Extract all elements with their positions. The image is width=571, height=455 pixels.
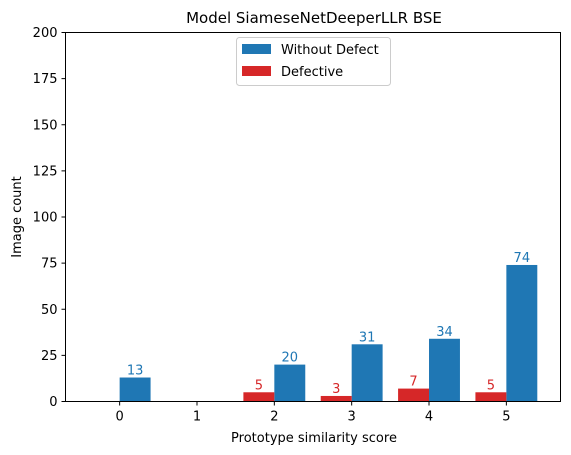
bar-defective-4	[398, 388, 430, 402]
chart-title: Model SiameseNetDeeperLLR BSE	[186, 9, 442, 27]
x-tick-label: 0	[116, 410, 124, 425]
x-tick-label: 2	[270, 410, 278, 425]
y-tick-label: 25	[41, 349, 58, 364]
y-axis: 0 25 50 75 100 125 150 175 200	[33, 26, 66, 410]
x-tick-label: 3	[348, 410, 356, 425]
data-label-defective-3: 3	[332, 382, 340, 397]
y-tick-label: 150	[33, 118, 58, 133]
bar-without-defect-2	[274, 364, 306, 402]
data-label-defective-4: 7	[409, 375, 417, 390]
legend-box	[236, 37, 391, 86]
data-label-without-defect-0: 13	[127, 364, 144, 379]
y-tick-label: 125	[33, 164, 58, 179]
y-axis-label: Image count	[10, 176, 25, 258]
legend-label-without-defect: Without Defect	[281, 43, 379, 58]
y-tick-label: 100	[33, 211, 58, 226]
data-labels-layer: 13 20 31 34 74 5 3 7 5	[127, 251, 530, 397]
x-tick-label: 5	[502, 410, 510, 425]
y-tick-label: 0	[49, 395, 57, 410]
x-axis-label: Prototype similarity score	[231, 431, 397, 446]
bar-without-defect-5	[506, 264, 538, 402]
bars-layer	[119, 264, 538, 402]
bar-without-defect-4	[429, 338, 460, 402]
x-tick-label: 4	[425, 410, 433, 425]
data-label-without-defect-2: 20	[282, 351, 299, 366]
plot-frame	[65, 32, 561, 402]
data-label-without-defect-4: 34	[436, 325, 453, 340]
x-tick-label: 1	[193, 410, 201, 425]
data-label-defective-5: 5	[487, 378, 495, 393]
y-tick-label: 175	[33, 72, 58, 87]
y-tick-label: 50	[41, 303, 58, 318]
bar-defective-5	[475, 392, 507, 402]
bar-defective-3	[320, 395, 352, 402]
data-label-defective-2: 5	[255, 378, 263, 393]
bar-without-defect-3	[351, 344, 383, 402]
legend: Without Defect Defective	[236, 37, 391, 86]
legend-swatch-defective	[242, 66, 271, 76]
legend-label-defective: Defective	[281, 65, 343, 80]
data-label-without-defect-5: 74	[514, 251, 531, 266]
data-label-without-defect-3: 31	[359, 330, 376, 345]
bar-without-defect-0	[119, 377, 151, 402]
legend-swatch-without-defect	[242, 44, 271, 54]
y-tick-label: 200	[33, 26, 58, 41]
y-tick-label: 75	[41, 257, 58, 272]
bar-defective-2	[243, 392, 275, 402]
x-axis: 0 1 2 3 4 5	[116, 401, 511, 425]
